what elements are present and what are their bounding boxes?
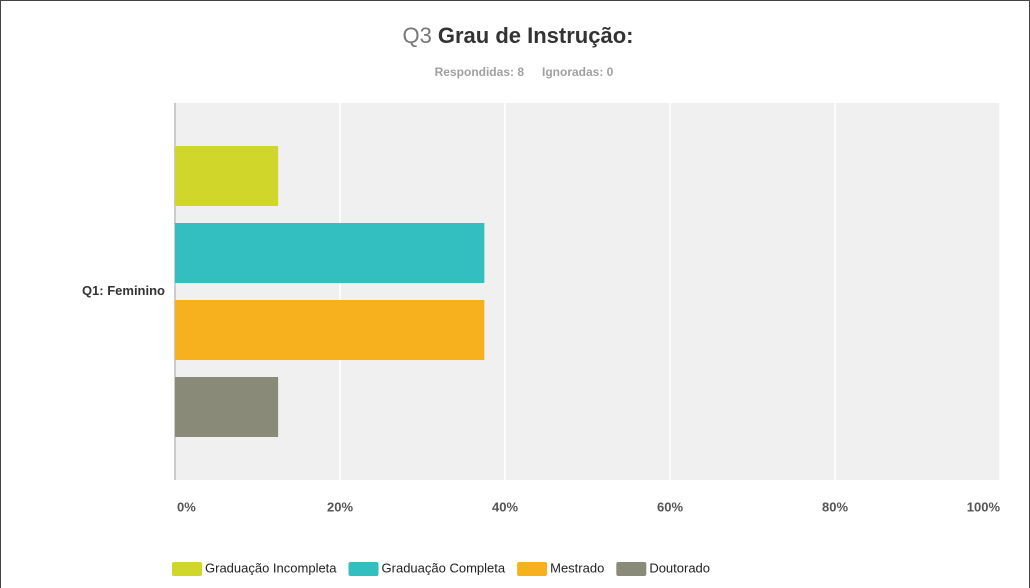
y-tick-label: Q1: Feminino — [82, 283, 165, 298]
x-tick-label: 100% — [967, 499, 1001, 514]
legend-label: Graduação Incompleta — [205, 560, 337, 575]
x-tick-label: 40% — [492, 499, 518, 514]
x-tick-label: 0% — [177, 499, 196, 514]
answered: Respondidas: 8 — [435, 65, 525, 79]
title: Grau de Instrução: — [438, 23, 634, 48]
bar — [175, 377, 279, 437]
bar — [175, 300, 485, 360]
x-tick-label: 80% — [822, 499, 848, 514]
bar — [175, 146, 279, 206]
legend-label: Mestrado — [550, 560, 604, 575]
skipped: Ignoradas: 0 — [542, 65, 614, 79]
chart-title: Q3 Grau de Instrução: — [403, 23, 634, 48]
legend-swatch — [616, 562, 647, 576]
legend-swatch — [172, 562, 202, 576]
question-number: Q3 — [403, 23, 432, 48]
subtitle: Respondidas: 8 Ignoradas: 0 — [435, 65, 614, 79]
legend-swatch — [348, 562, 379, 576]
legend-label: Graduação Completa — [382, 560, 506, 575]
x-tick-label: 20% — [327, 499, 353, 514]
x-tick-label: 60% — [657, 499, 683, 514]
legend-swatch — [517, 562, 548, 576]
bar — [175, 223, 485, 283]
plot-area — [175, 103, 1000, 480]
legend-label: Doutorado — [649, 560, 710, 575]
